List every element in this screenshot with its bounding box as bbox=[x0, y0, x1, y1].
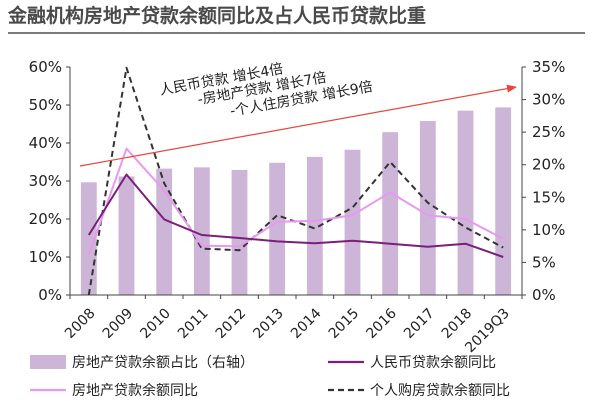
title-bar: 金融机构房地产贷款余额同比及占人民币贷款比重 bbox=[8, 2, 585, 34]
bar bbox=[118, 176, 135, 295]
bar-series bbox=[80, 107, 512, 295]
left-tick-label: 50% bbox=[29, 96, 62, 114]
left-tick-label: 30% bbox=[29, 172, 62, 190]
bar bbox=[193, 167, 210, 295]
category-label: 2013 bbox=[250, 305, 287, 342]
category-label: 2014 bbox=[288, 305, 325, 342]
right-tick-label: 35% bbox=[532, 58, 565, 76]
left-tick-label: 60% bbox=[29, 58, 62, 76]
right-tick-label: 20% bbox=[532, 156, 565, 174]
category-label: 2010 bbox=[137, 305, 174, 342]
legend-label: 房地产贷款余额同比 bbox=[72, 382, 198, 399]
bar bbox=[269, 162, 286, 295]
category-label: 2011 bbox=[175, 305, 212, 342]
left-tick-label: 20% bbox=[29, 210, 62, 228]
category-label: 2008 bbox=[62, 305, 99, 342]
legend-swatch bbox=[30, 355, 66, 369]
left-tick-label: 10% bbox=[29, 248, 62, 266]
right-tick-label: 5% bbox=[532, 253, 556, 271]
category-label: 2009 bbox=[100, 305, 137, 342]
category-label: 2017 bbox=[401, 305, 438, 342]
category-label: 2012 bbox=[213, 305, 250, 342]
bar bbox=[80, 182, 97, 295]
bar bbox=[231, 169, 248, 295]
right-tick-label: 30% bbox=[532, 91, 565, 109]
legend-label: 人民币贷款余额同比 bbox=[370, 354, 496, 371]
bar bbox=[495, 107, 512, 295]
category-label: 2016 bbox=[363, 305, 400, 342]
legend-label: 房地产贷款余额占比（右轴） bbox=[72, 354, 254, 371]
line-series bbox=[87, 66, 504, 296]
series-line bbox=[87, 173, 504, 258]
right-tick-label: 25% bbox=[532, 123, 565, 141]
title-divider bbox=[8, 32, 585, 34]
bar bbox=[156, 168, 173, 295]
chart-title: 金融机构房地产贷款余额同比及占人民币贷款比重 bbox=[8, 5, 427, 27]
bar bbox=[344, 149, 361, 295]
category-label: 2015 bbox=[326, 305, 363, 342]
left-tick-label: 0% bbox=[38, 286, 62, 304]
series-line bbox=[87, 147, 504, 256]
bar bbox=[306, 156, 323, 295]
trend-arrow bbox=[79, 84, 517, 167]
right-tick-label: 15% bbox=[532, 188, 565, 206]
left-tick-label: 40% bbox=[29, 134, 62, 152]
legend-label: 个人购房贷款余额同比 bbox=[370, 382, 510, 399]
series-line bbox=[87, 66, 504, 296]
bar bbox=[419, 121, 436, 295]
bar bbox=[457, 110, 474, 295]
right-tick-label: 0% bbox=[532, 286, 556, 304]
right-tick-label: 10% bbox=[532, 221, 565, 239]
bar bbox=[382, 132, 399, 295]
